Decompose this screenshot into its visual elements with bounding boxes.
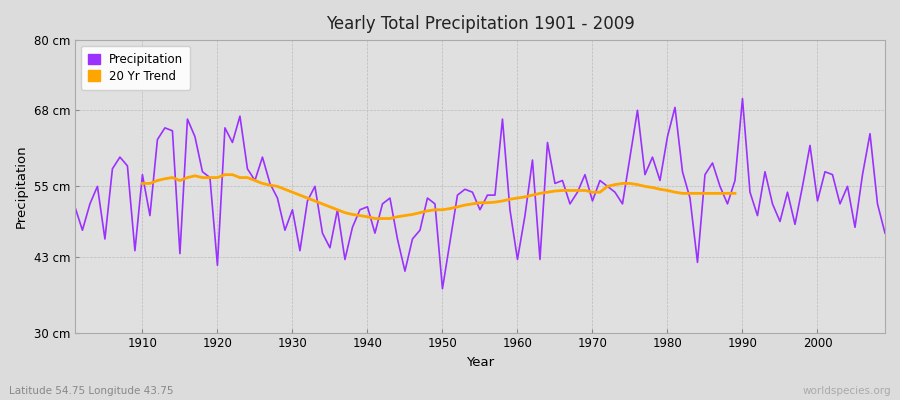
Precipitation bbox=[879, 231, 890, 236]
Y-axis label: Precipitation: Precipitation bbox=[15, 144, 28, 228]
20 Yr Trend bbox=[730, 191, 741, 196]
20 Yr Trend bbox=[415, 210, 426, 215]
Precipitation bbox=[294, 248, 305, 253]
Precipitation bbox=[437, 286, 448, 291]
Precipitation bbox=[339, 257, 350, 262]
Line: 20 Yr Trend: 20 Yr Trend bbox=[142, 175, 735, 218]
Precipitation bbox=[130, 248, 140, 253]
Line: Precipitation: Precipitation bbox=[75, 99, 885, 289]
Precipitation bbox=[737, 96, 748, 101]
Precipitation bbox=[69, 204, 80, 209]
Precipitation bbox=[512, 257, 523, 262]
20 Yr Trend bbox=[557, 188, 568, 193]
Text: Latitude 54.75 Longitude 43.75: Latitude 54.75 Longitude 43.75 bbox=[9, 386, 174, 396]
Title: Yearly Total Precipitation 1901 - 2009: Yearly Total Precipitation 1901 - 2009 bbox=[326, 15, 634, 33]
Legend: Precipitation, 20 Yr Trend: Precipitation, 20 Yr Trend bbox=[81, 46, 191, 90]
20 Yr Trend bbox=[137, 181, 148, 186]
20 Yr Trend bbox=[512, 196, 523, 200]
20 Yr Trend bbox=[535, 191, 545, 196]
Text: worldspecies.org: worldspecies.org bbox=[803, 386, 891, 396]
Precipitation bbox=[609, 190, 620, 194]
X-axis label: Year: Year bbox=[466, 356, 494, 369]
20 Yr Trend bbox=[677, 191, 688, 196]
Precipitation bbox=[519, 213, 530, 218]
20 Yr Trend bbox=[505, 197, 516, 202]
20 Yr Trend bbox=[220, 172, 230, 177]
20 Yr Trend bbox=[370, 216, 381, 221]
